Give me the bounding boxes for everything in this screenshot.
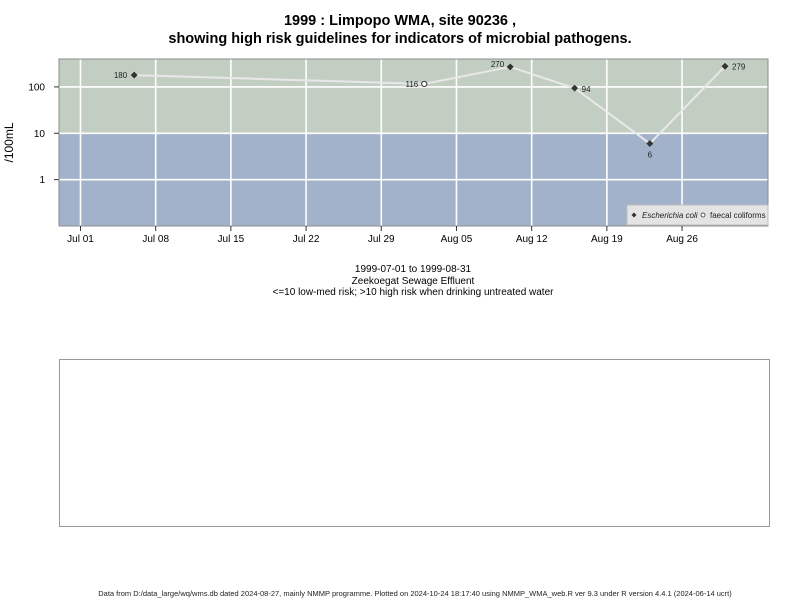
high-risk-zone: [59, 59, 768, 134]
data-label: 94: [582, 85, 591, 94]
e-coli-point: [721, 62, 729, 70]
e-coli-point: [571, 84, 579, 92]
y-tick-label: 1: [39, 175, 45, 186]
x-tick-label: Aug 05: [441, 234, 473, 245]
x-tick-label: Jul 01: [67, 234, 94, 245]
legend-e-coli-marker: [631, 212, 637, 218]
data-label: 279: [732, 62, 746, 71]
x-tick-label: Aug 19: [591, 234, 623, 245]
risk-note-label: <=10 low-med risk; >10 high risk when dr…: [272, 287, 554, 298]
date-range-label: 1999-07-01 to 1999-08-31: [354, 264, 472, 275]
chart: Jul 01 Jul 08 Jul 15 Jul 22 Jul 29 Aug 05 Aug …: [2, 58, 769, 245]
x-tick-label: Aug 26: [666, 234, 698, 245]
e-coli-point: [130, 71, 138, 79]
y-axis-label: /100mL: [2, 122, 16, 162]
data-label: 270: [491, 60, 505, 69]
legend-faecal-label: faecal coliforms: [710, 211, 766, 220]
data-label: 6: [648, 151, 653, 160]
chart-title-line2: showing high risk guidelines for indicat…: [168, 31, 632, 47]
series-line: [134, 65, 726, 145]
plot-frame: [58, 58, 769, 227]
x-tick-label: Jul 15: [218, 234, 245, 245]
legend-box: [626, 204, 769, 226]
site-name-label: Zeekoegat Sewage Effluent: [351, 276, 475, 287]
faecal-coliform-point: [421, 80, 428, 88]
legend-faecal-marker: [700, 212, 706, 218]
y-tick-label: 100: [28, 82, 45, 93]
x-tick-label: Jul 29: [368, 234, 395, 245]
legend-e-coli-label: Escherichia coli: [642, 211, 698, 220]
data-label: 116: [405, 80, 418, 89]
e-coli-point: [506, 63, 514, 71]
chart-title-line1: 1999 : Limpopo WMA, site 90236 ,: [283, 13, 517, 29]
e-coli-point: [646, 140, 654, 148]
x-tick-label: Jul 08: [142, 234, 169, 245]
empty-plot-panel: [59, 359, 770, 527]
x-tick-label: Aug 12: [516, 234, 548, 245]
x-tick-label: Jul 22: [293, 234, 320, 245]
footer-note: Data from D:/data_large/wq/wms.db dated …: [98, 589, 732, 598]
y-tick-label: 10: [34, 129, 46, 140]
data-label: 180: [114, 71, 128, 80]
